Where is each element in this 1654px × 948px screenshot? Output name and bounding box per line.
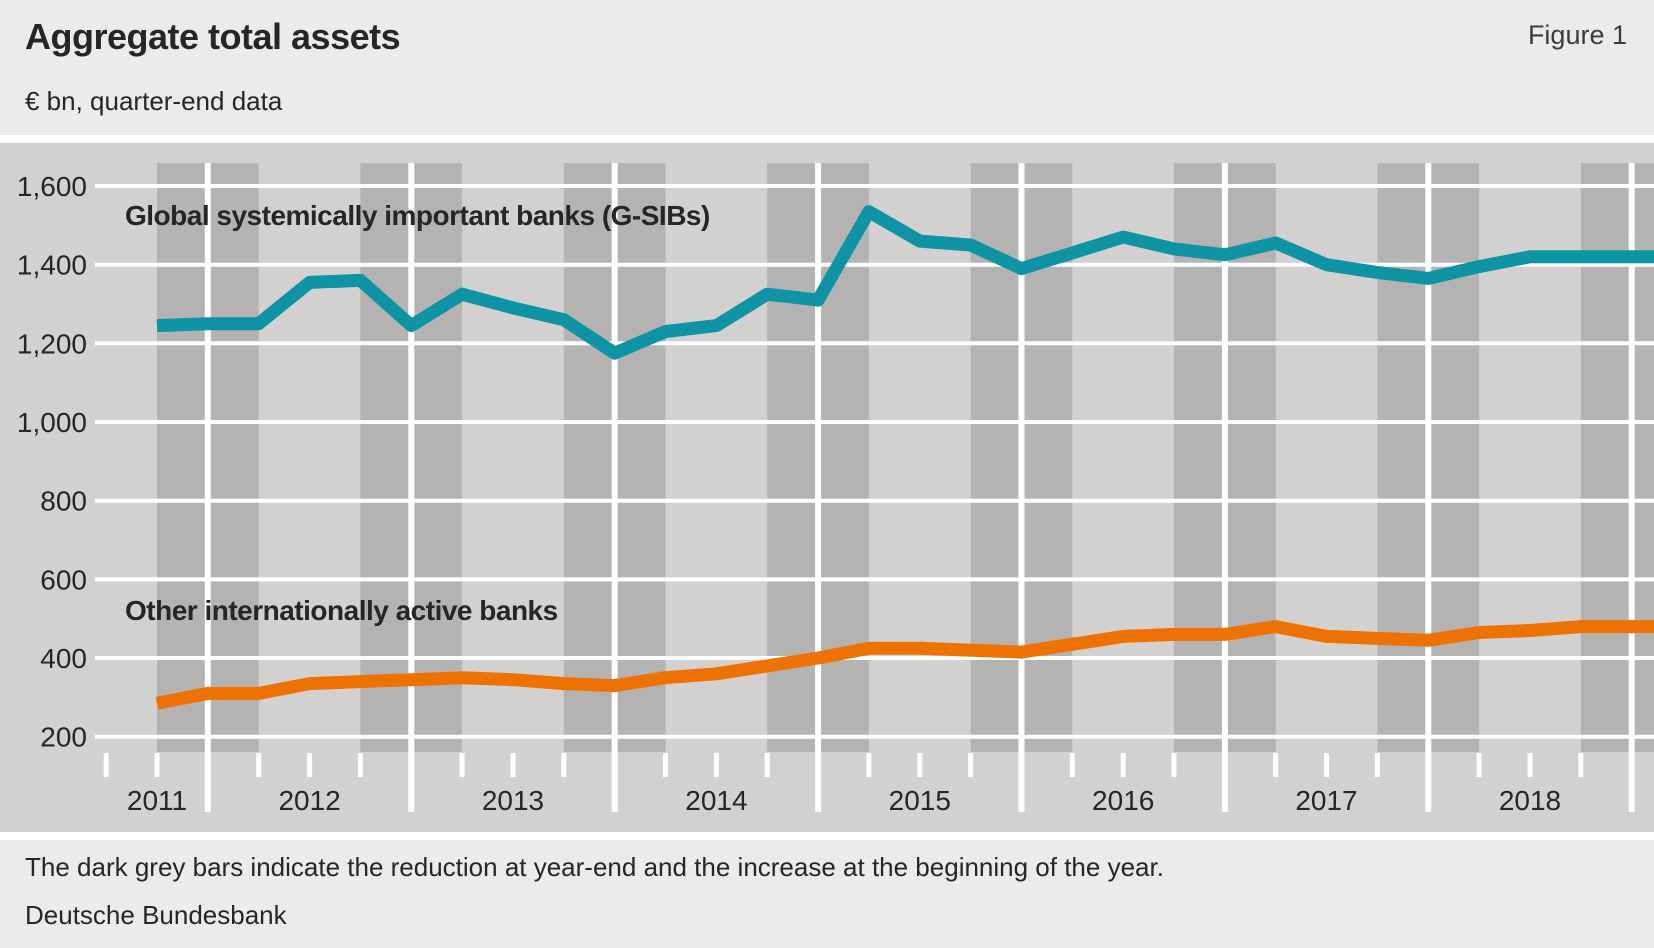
x-axis-year-label: 2018 [1499,785,1561,816]
x-axis-year-label: 2017 [1295,785,1357,816]
series-label-gsibs: Global systemically important banks (G-S… [125,200,710,231]
y-axis-label: 600 [40,564,87,595]
chart-header: Aggregate total assets Figure 1 € bn, qu… [0,0,1654,135]
y-axis-label: 1,600 [17,171,87,202]
x-axis-year-label: 2013 [482,785,544,816]
chart-footer: The dark grey bars indicate the reductio… [0,840,1654,948]
y-axis-label: 800 [40,486,87,517]
y-axis-label: 1,000 [17,407,87,438]
series-line-other-banks [155,620,1654,710]
x-axis-year-label: 2011 [127,785,187,816]
plot-area: 1,600 1,400 1,200 1,000 800 600 400 200 2011 2012… [0,143,1654,832]
x-axis-year-label: 2016 [1092,785,1154,816]
chart-canvas: 1,600 1,400 1,200 1,000 800 600 400 200 2011 2012… [17,163,1654,816]
x-axis-year-label: 2015 [889,785,951,816]
y-axis-label: 1,400 [17,250,87,281]
y-axis-label: 400 [40,643,87,674]
x-axis-year-label: 2012 [278,785,340,816]
footnote: The dark grey bars indicate the reductio… [25,852,1164,882]
y-axis-label: 200 [40,722,87,753]
series-label-other-banks: Other internationally active banks [125,595,558,626]
x-axis-year-label: 2014 [685,785,747,816]
source-label: Deutsche Bundesbank [25,900,287,930]
chart-subtitle-unit: € bn, quarter-end data [25,86,283,116]
chart-title: Aggregate total assets [25,16,401,57]
series-line-gsibs [156,205,1654,360]
y-axis-label: 1,200 [17,328,87,359]
figure-number-label: Figure 1 [1527,20,1627,50]
